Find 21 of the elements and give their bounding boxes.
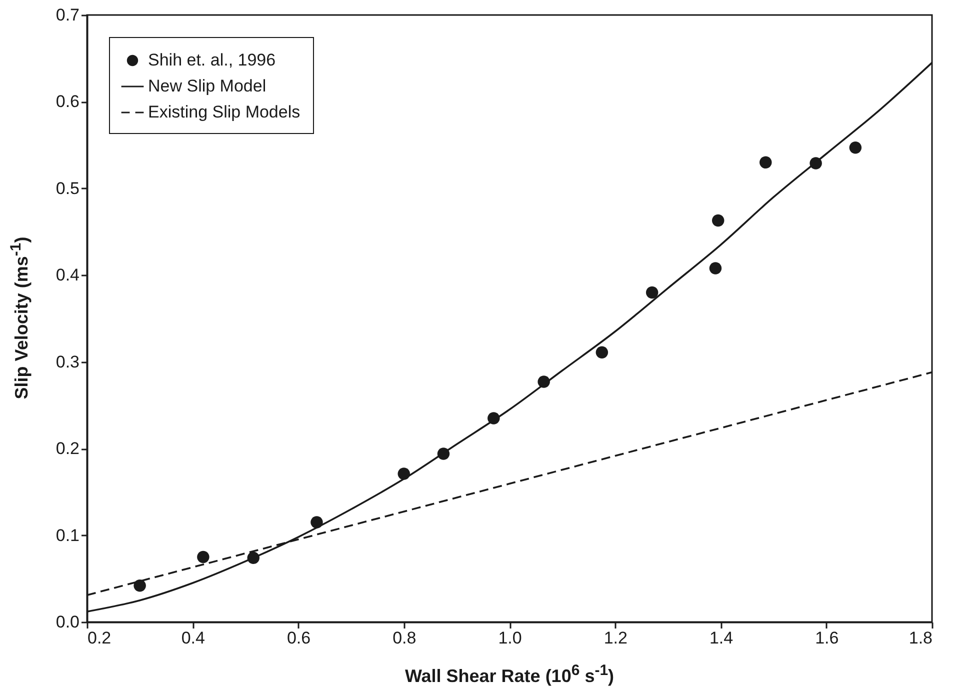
x-tick-label: 0.6 <box>286 628 311 648</box>
legend-label: New Slip Model <box>148 76 266 96</box>
y-tick-label: 0.3 <box>56 352 80 372</box>
x-tick-label: 1.0 <box>498 628 522 648</box>
y-tick-label: 0.6 <box>56 92 80 112</box>
y-tick-label: 0.1 <box>56 526 80 545</box>
y-tick-label: 0.4 <box>56 266 80 285</box>
x-tick-label: 0.2 <box>88 628 112 648</box>
x-tick-label: 1.2 <box>604 628 628 648</box>
y-tick-label: 0.5 <box>56 178 80 198</box>
x-tick-label: 1.4 <box>709 628 734 648</box>
x-tick-label: 1.8 <box>908 628 932 648</box>
y-tick-label: 0.0 <box>56 612 80 632</box>
y-tick-label: 0.7 <box>56 6 80 24</box>
y-tick-label: 0.2 <box>56 439 80 458</box>
x-tick-label: 0.8 <box>392 628 416 648</box>
x-tick-label: 0.4 <box>181 628 205 648</box>
legend-label: Shih et. al., 1996 <box>148 50 276 70</box>
x-axis-title: Wall Shear Rate (10$^{6}$ s$^{-1}$) <box>404 662 616 687</box>
legend-label: Existing Slip Models <box>148 102 300 122</box>
x-tick-label: 1.6 <box>815 628 839 648</box>
